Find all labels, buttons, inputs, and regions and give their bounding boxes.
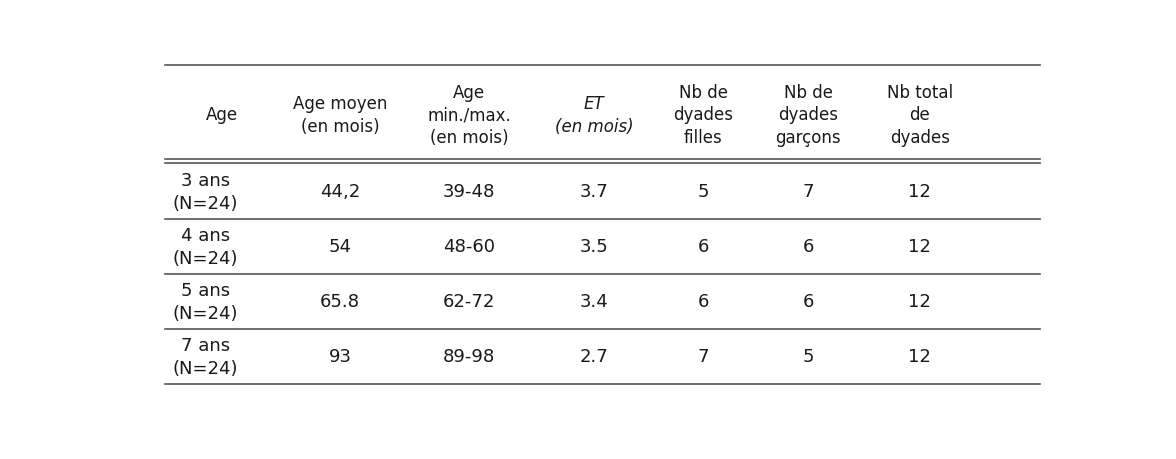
Text: 89-98: 89-98 [443, 347, 495, 365]
Text: 6: 6 [803, 238, 814, 256]
Text: 12: 12 [908, 238, 931, 256]
Text: 4 ans
(N=24): 4 ans (N=24) [173, 226, 238, 267]
Text: ET
(en mois): ET (en mois) [555, 95, 633, 135]
Text: 12: 12 [908, 293, 931, 311]
Text: 12: 12 [908, 183, 931, 201]
Text: 93: 93 [329, 347, 352, 365]
Text: 44,2: 44,2 [320, 183, 360, 201]
Text: Nb de
dyades
filles: Nb de dyades filles [674, 84, 734, 147]
Text: 65.8: 65.8 [320, 293, 360, 311]
Text: 39-48: 39-48 [443, 183, 495, 201]
Text: 3.5: 3.5 [580, 238, 608, 256]
Text: 5 ans
(N=24): 5 ans (N=24) [173, 281, 238, 322]
Text: Age: Age [206, 106, 239, 124]
Text: 3.4: 3.4 [580, 293, 608, 311]
Text: 62-72: 62-72 [443, 293, 495, 311]
Text: 3 ans
(N=24): 3 ans (N=24) [173, 172, 238, 213]
Text: 6: 6 [803, 293, 814, 311]
Text: 6: 6 [697, 238, 709, 256]
Text: Nb de
dyades
garçons: Nb de dyades garçons [775, 84, 841, 147]
Text: Age moyen
(en mois): Age moyen (en mois) [293, 95, 387, 135]
Text: 6: 6 [697, 293, 709, 311]
Text: 5: 5 [697, 183, 709, 201]
Text: 54: 54 [329, 238, 352, 256]
Text: Nb total
de
dyades: Nb total de dyades [887, 84, 953, 147]
Text: 12: 12 [908, 347, 931, 365]
Text: 48-60: 48-60 [443, 238, 495, 256]
Text: 7: 7 [802, 183, 814, 201]
Text: 2.7: 2.7 [580, 347, 608, 365]
Text: 5: 5 [802, 347, 814, 365]
Text: 7: 7 [697, 347, 709, 365]
Text: Age
min./max.
(en mois): Age min./max. (en mois) [427, 84, 512, 147]
Text: 7 ans
(N=24): 7 ans (N=24) [173, 336, 238, 377]
Text: 3.7: 3.7 [580, 183, 608, 201]
